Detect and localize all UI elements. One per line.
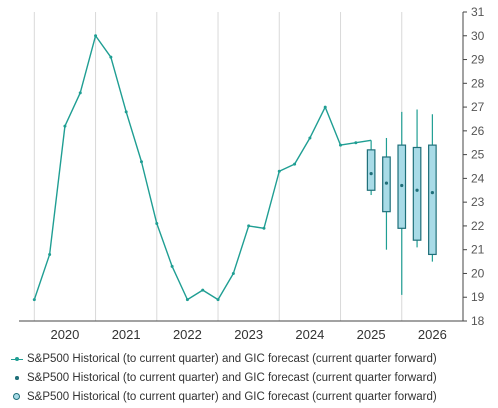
historical-point xyxy=(339,143,343,147)
historical-point xyxy=(170,264,174,268)
y-tick-label: 29 xyxy=(471,53,485,67)
x-tick-label: 2025 xyxy=(357,327,386,342)
historical-point xyxy=(139,160,143,164)
x-tick-label: 2026 xyxy=(418,327,447,342)
y-tick-label: 20 xyxy=(471,266,485,280)
historical-point xyxy=(231,271,235,275)
x-tick-label: 2023 xyxy=(234,327,263,342)
x-tick-label: 2022 xyxy=(173,327,202,342)
historical-point xyxy=(308,136,312,140)
legend-line-marker-icon xyxy=(10,354,24,364)
y-tick-label: 30 xyxy=(471,29,485,43)
historical-point xyxy=(78,91,82,95)
x-tick-labels: 2020 2021 2022 2023 2024 2025 2026 xyxy=(50,327,446,342)
y-tick-label: 18 xyxy=(471,314,485,328)
legend-item-line: S&P500 Historical (to current quarter) a… xyxy=(10,349,437,368)
y-tick-labels: 18 19 20 21 22 23 24 25 26 27 28 29 30 31 xyxy=(471,5,485,328)
y-tick-label: 31 xyxy=(471,5,485,19)
forecast-median-point xyxy=(400,183,404,188)
legend-item-dot: S&P500 Historical (to current quarter) a… xyxy=(10,368,437,387)
legend-dot-icon xyxy=(10,373,24,383)
y-tick-label: 26 xyxy=(471,124,485,138)
forecast-boxes xyxy=(366,109,437,295)
forecast-box xyxy=(412,146,422,241)
legend-label: S&P500 Historical (to current quarter) a… xyxy=(27,371,437,384)
historical-point xyxy=(94,34,98,38)
historical-point xyxy=(216,298,220,302)
historical-point xyxy=(48,252,52,256)
historical-point xyxy=(124,110,128,114)
historical-point xyxy=(109,55,113,59)
forecast-median-point xyxy=(430,191,434,195)
y-tick-label: 21 xyxy=(471,243,485,257)
forecast-median-point xyxy=(384,181,389,185)
x-tick-label: 2021 xyxy=(112,327,141,342)
forecast-box xyxy=(428,144,437,256)
axes xyxy=(19,11,467,322)
forecast-box xyxy=(366,149,376,191)
legend-item-ring: S&P500 Historical (to current quarter) a… xyxy=(10,387,437,406)
legend-ring-icon xyxy=(10,392,24,402)
x-tick-label: 2024 xyxy=(295,327,324,342)
historical-point xyxy=(32,298,36,302)
legend-label: S&P500 Historical (to current quarter) a… xyxy=(27,390,437,403)
y-tick-label: 24 xyxy=(471,171,485,185)
historical-line xyxy=(33,35,372,301)
y-tick-label: 23 xyxy=(471,195,485,209)
y-tick-label: 27 xyxy=(471,100,485,114)
historical-point xyxy=(277,169,281,173)
historical-point xyxy=(63,124,67,128)
y-tick-label: 25 xyxy=(471,148,485,162)
historical-point xyxy=(354,141,358,145)
forecast-median-point xyxy=(369,172,373,176)
historical-point xyxy=(323,105,327,109)
y-tick-label: 22 xyxy=(471,219,485,233)
y-tick-label: 28 xyxy=(471,76,485,90)
historical-point xyxy=(262,226,266,230)
forecast-median-point xyxy=(415,188,419,192)
historical-point xyxy=(185,298,189,302)
grid-lines xyxy=(33,12,464,321)
legend: S&P500 Historical (to current quarter) a… xyxy=(10,349,437,406)
historical-point xyxy=(293,162,297,166)
historical-point xyxy=(247,224,251,228)
historical-point xyxy=(201,288,205,292)
historical-point xyxy=(155,222,159,226)
y-tick-label: 19 xyxy=(471,290,485,304)
historical-series xyxy=(32,34,372,302)
legend-label: S&P500 Historical (to current quarter) a… xyxy=(27,352,437,365)
x-tick-label: 2020 xyxy=(50,327,79,342)
